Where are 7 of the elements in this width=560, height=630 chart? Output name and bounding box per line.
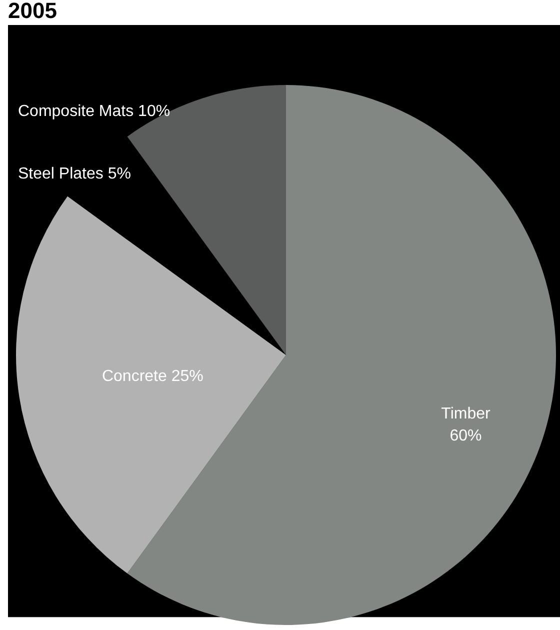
slice-label: Timber xyxy=(441,405,492,422)
pie-slice xyxy=(16,196,286,574)
slice-label: Steel Plates 5% xyxy=(18,166,131,183)
slice-label: Concrete 25% xyxy=(102,368,204,386)
slice-label: Composite Mats 10% xyxy=(18,103,170,120)
chart-title: 2005 xyxy=(8,0,57,23)
data-label: 60% xyxy=(450,427,482,444)
